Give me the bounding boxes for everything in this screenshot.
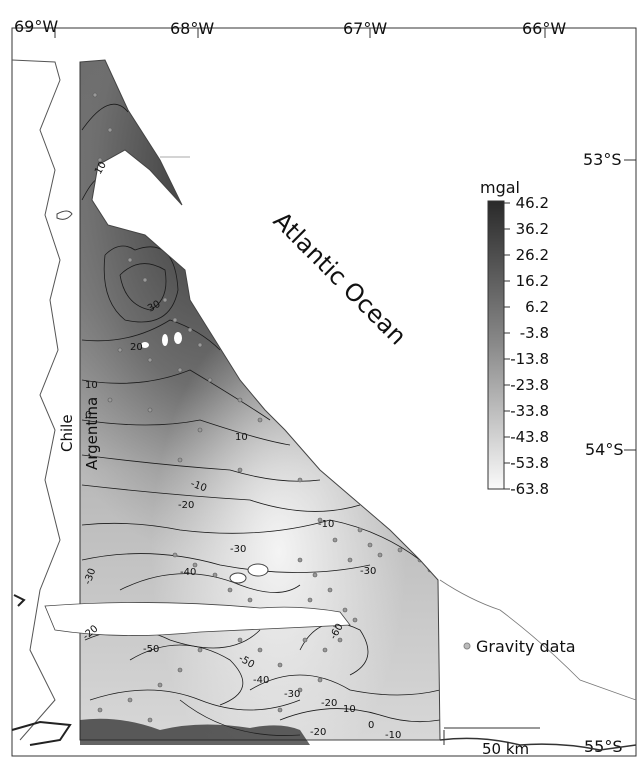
ocean-label: Atlantic Ocean — [268, 206, 412, 350]
legend-unit: mgal — [480, 178, 520, 197]
island-outline — [13, 594, 26, 607]
legend-tick-label: -13.8 — [510, 350, 549, 368]
contour-label: -40 — [253, 675, 269, 686]
map-frame — [11, 27, 637, 757]
chile-coastline — [11, 59, 61, 741]
legend-colorbar — [487, 200, 505, 490]
lat-label-54s: 54°S — [585, 440, 624, 459]
contour-label: -30 — [82, 567, 98, 586]
lon-label-67w: 67°W — [343, 19, 387, 38]
legend-tick-label: 46.2 — [516, 194, 549, 212]
contour-label: 10 — [85, 380, 98, 391]
contour-label: -20 — [321, 698, 337, 709]
lake — [141, 342, 149, 348]
legend-tick-label: 6.2 — [525, 298, 549, 316]
contour-label: 10 — [343, 704, 356, 715]
legend-tick-label: -53.8 — [510, 454, 549, 472]
lon-label-66w: 66°W — [522, 19, 566, 38]
legend-tick-label: -3.8 — [520, 324, 549, 342]
legend-tick-label: 26.2 — [516, 246, 549, 264]
legend-tick-label: -23.8 — [510, 376, 549, 394]
south-coastline — [439, 737, 637, 751]
contour-label: -10 — [189, 478, 208, 494]
contour-label: -20 — [310, 727, 326, 738]
lat-label-53s: 53°S — [583, 150, 622, 169]
legend-tick-label: -33.8 — [510, 402, 549, 420]
southern-coast — [80, 718, 310, 745]
lon-label-69w: 69°W — [14, 17, 58, 36]
country-label-argentina: Argentina — [83, 397, 101, 470]
east-coastline — [439, 579, 637, 701]
contour-label: -20 — [178, 500, 194, 511]
lake — [247, 563, 269, 577]
land-outline — [79, 59, 441, 741]
contour-label: 20 — [130, 342, 143, 353]
contour-label: 0 — [85, 410, 91, 421]
lake-fagnano — [44, 602, 351, 636]
gravity-field — [80, 60, 440, 740]
gravity-data-symbol — [463, 642, 471, 650]
contour-label: -30 — [230, 544, 246, 555]
legend-ticks: 46.2 36.2 26.2 16.2 6.2 -3.8 -13.8 -23.8 -33.8 -4… — [504, 194, 549, 498]
contour-label: 10 — [235, 432, 248, 443]
contour-label: -10 — [385, 730, 401, 741]
contour-label: -30 — [360, 566, 376, 577]
gravity-data-label: Gravity data — [476, 637, 576, 656]
contour-label: -30 — [284, 689, 300, 700]
contour-label: -10 — [318, 519, 334, 530]
lat-label-55s: 55°S — [584, 737, 623, 756]
south-coastline — [11, 720, 72, 746]
legend-tick-label: -43.8 — [510, 428, 549, 446]
contour-label: 0 — [368, 720, 374, 731]
legend-tick-label: -63.8 — [510, 480, 549, 498]
lake — [162, 334, 168, 346]
contour-label: -50 — [143, 644, 159, 655]
contour-label: -40 — [180, 567, 196, 578]
lake — [229, 572, 247, 584]
country-label-chile: Chile — [58, 414, 76, 452]
legend-tick-label: 36.2 — [516, 220, 549, 238]
scale-bar-label: 50 km — [482, 740, 529, 758]
lon-label-68w: 68°W — [170, 19, 214, 38]
lake — [174, 332, 182, 344]
island-outline — [56, 210, 73, 220]
contour-lines — [81, 103, 440, 736]
legend-tick-label: 16.2 — [516, 272, 549, 290]
color-legend: mgal 46.2 36.2 26.2 16.2 6.2 -3.8 -13.8 -23.8 -3… — [480, 178, 549, 498]
